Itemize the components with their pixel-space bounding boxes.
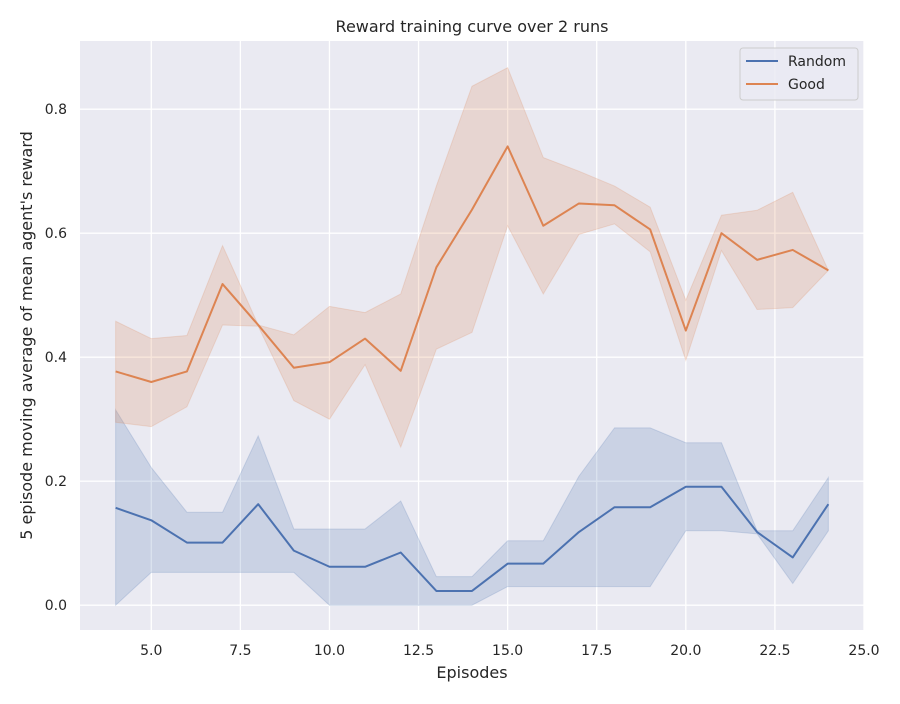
- y-tick-label: 0.8: [45, 102, 67, 118]
- confidence-bands: [115, 66, 829, 607]
- x-tick-label: 7.5: [229, 643, 251, 659]
- series-lines: [115, 145, 830, 592]
- x-tick-label: 20.0: [670, 643, 701, 659]
- random-series-line: [115, 485, 830, 592]
- legend-label-random: Random: [788, 54, 846, 70]
- legend: Random Good: [739, 47, 859, 101]
- random-confidence-band: [115, 408, 829, 607]
- x-tick-label: 15.0: [492, 643, 523, 659]
- y-tick-label: 0.4: [45, 350, 67, 366]
- x-tick-label: 17.5: [581, 643, 612, 659]
- good-confidence-band: [115, 66, 829, 449]
- grid: [80, 41, 865, 630]
- x-tick-label: 10.0: [314, 643, 345, 659]
- y-tick-label: 0.6: [45, 226, 67, 242]
- y-axis-label: 5 episode moving average of mean agent's…: [17, 131, 36, 540]
- chart-title: Reward training curve over 2 runs: [336, 17, 609, 36]
- x-tick-label: 5.0: [140, 643, 162, 659]
- legend-label-good: Good: [788, 77, 825, 93]
- plot-area: [80, 41, 864, 630]
- y-tick-label: 0.2: [45, 474, 67, 490]
- good-series-line: [115, 145, 829, 383]
- x-tick-label: 25.0: [848, 643, 879, 659]
- tick-labels: 5.0 7.5 10.0 12.5 15.0 17.5 20.0 22.5 25.0 0.0 0.2…: [45, 102, 880, 659]
- x-tick-label: 22.5: [759, 643, 790, 659]
- y-tick-label: 0.0: [45, 598, 67, 614]
- x-tick-label: 12.5: [403, 643, 434, 659]
- x-axis-label: Episodes: [436, 663, 507, 682]
